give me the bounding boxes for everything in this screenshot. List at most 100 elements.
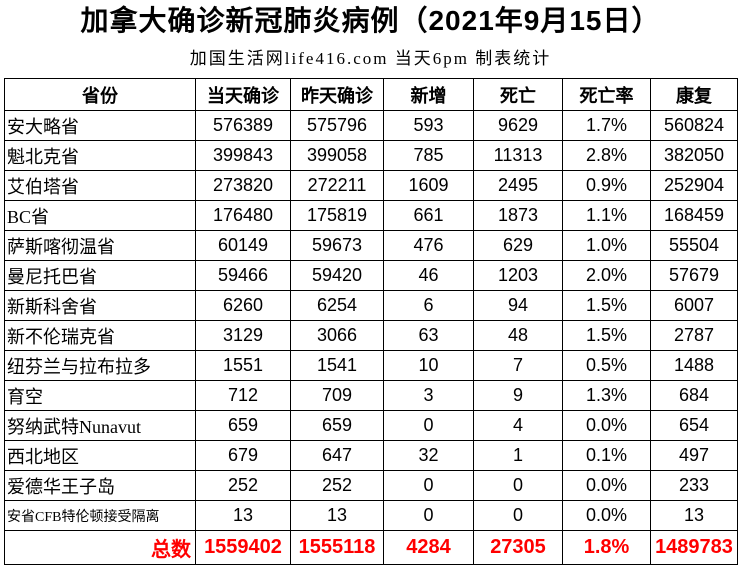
cell-death-rate: 1.5% [562, 290, 651, 321]
cell-new-cases: 3 [383, 380, 474, 411]
cell-province: 纽芬兰与拉布拉多 [4, 350, 196, 381]
cell-province: 育空 [4, 380, 196, 411]
table-row: 纽芬兰与拉布拉多 1551 1541 10 7 0.5% 1488 [4, 350, 738, 381]
cell-province: 努纳武特Nunavut [4, 410, 196, 441]
table-row: 新不伦瑞克省 3129 3066 63 48 1.5% 2787 [4, 320, 738, 351]
table-row: 魁北克省 399843 399058 785 11313 2.8% 382050 [4, 140, 738, 171]
cell-deaths: 94 [473, 290, 563, 321]
cell-death-rate: 0.0% [562, 500, 651, 531]
total-death-rate-value: 1.8% [562, 530, 651, 565]
cell-yesterday-confirmed: 1541 [290, 350, 384, 381]
cell-province: 安省CFB特伦顿接受隔离 [4, 500, 196, 531]
column-header-province: 省份 [4, 78, 196, 111]
cell-today-confirmed: 576389 [195, 110, 291, 141]
covid-stats-table: 省份 当天确诊 昨天确诊 新增 死亡 死亡率 康复 安大略省 576389 5757… [4, 78, 738, 565]
cell-new-cases: 63 [383, 320, 474, 351]
cell-recovered: 13 [650, 500, 738, 531]
cell-new-cases: 32 [383, 440, 474, 471]
cell-yesterday-confirmed: 13 [290, 500, 384, 531]
cell-today-confirmed: 6260 [195, 290, 291, 321]
cell-death-rate: 1.0% [562, 230, 651, 261]
table-row: 萨斯喀彻温省 60149 59673 476 629 1.0% 55504 [4, 230, 738, 261]
cell-yesterday-confirmed: 59420 [290, 260, 384, 291]
cell-today-confirmed: 60149 [195, 230, 291, 261]
cell-today-confirmed: 399843 [195, 140, 291, 171]
cell-today-confirmed: 659 [195, 410, 291, 441]
cell-yesterday-confirmed: 647 [290, 440, 384, 471]
total-label: 总数 [4, 530, 196, 565]
cell-yesterday-confirmed: 59673 [290, 230, 384, 261]
cell-recovered: 57679 [650, 260, 738, 291]
cell-province: 曼尼托巴省 [4, 260, 196, 291]
cell-new-cases: 785 [383, 140, 474, 171]
cell-yesterday-confirmed: 709 [290, 380, 384, 411]
cell-today-confirmed: 712 [195, 380, 291, 411]
cell-province: 爱德华王子岛 [4, 470, 196, 501]
cell-recovered: 233 [650, 470, 738, 501]
column-header-today-confirmed: 当天确诊 [195, 78, 291, 111]
table-row: BC省 176480 175819 661 1873 1.1% 168459 [4, 200, 738, 231]
table-row: 艾伯塔省 273820 272211 1609 2495 0.9% 252904 [4, 170, 738, 201]
cell-today-confirmed: 59466 [195, 260, 291, 291]
page-subtitle: 加国生活网life416.com 当天6pm 制表统计 [189, 49, 552, 68]
table-row: 安大略省 576389 575796 593 9629 1.7% 560824 [4, 110, 738, 141]
cell-yesterday-confirmed: 399058 [290, 140, 384, 171]
cell-new-cases: 661 [383, 200, 474, 231]
cell-yesterday-confirmed: 3066 [290, 320, 384, 351]
total-today-confirmed-value: 1559402 [195, 530, 291, 565]
cell-new-cases: 1609 [383, 170, 474, 201]
cell-new-cases: 10 [383, 350, 474, 381]
cell-new-cases: 6 [383, 290, 474, 321]
cell-today-confirmed: 679 [195, 440, 291, 471]
cell-province: 艾伯塔省 [4, 170, 196, 201]
cell-deaths: 0 [473, 470, 563, 501]
cell-death-rate: 0.9% [562, 170, 651, 201]
cell-province: 新不伦瑞克省 [4, 320, 196, 351]
cell-yesterday-confirmed: 175819 [290, 200, 384, 231]
cell-province: BC省 [4, 200, 196, 231]
cell-today-confirmed: 176480 [195, 200, 291, 231]
cell-recovered: 560824 [650, 110, 738, 141]
cell-recovered: 382050 [650, 140, 738, 171]
table-row: 爱德华王子岛 252 252 0 0 0.0% 233 [4, 470, 738, 501]
cell-deaths: 4 [473, 410, 563, 441]
cell-today-confirmed: 273820 [195, 170, 291, 201]
cell-new-cases: 0 [383, 470, 474, 501]
cell-deaths: 0 [473, 500, 563, 531]
cell-death-rate: 0.1% [562, 440, 651, 471]
column-header-recovered: 康复 [650, 78, 738, 111]
cell-new-cases: 46 [383, 260, 474, 291]
cell-new-cases: 0 [383, 410, 474, 441]
table-row: 育空 712 709 3 9 1.3% 684 [4, 380, 738, 411]
cell-today-confirmed: 252 [195, 470, 291, 501]
cell-deaths: 9 [473, 380, 563, 411]
table-row: 曼尼托巴省 59466 59420 46 1203 2.0% 57679 [4, 260, 738, 291]
cell-recovered: 252904 [650, 170, 738, 201]
total-yesterday-confirmed-value: 1555118 [290, 530, 384, 565]
column-header-yesterday-confirmed: 昨天确诊 [290, 78, 384, 111]
column-header-new-cases: 新增 [383, 78, 474, 111]
cell-province: 西北地区 [4, 440, 196, 471]
cell-death-rate: 2.0% [562, 260, 651, 291]
cell-deaths: 1 [473, 440, 563, 471]
cell-today-confirmed: 3129 [195, 320, 291, 351]
cell-deaths: 1873 [473, 200, 563, 231]
cell-new-cases: 476 [383, 230, 474, 261]
cell-deaths: 9629 [473, 110, 563, 141]
table-body: 安大略省 576389 575796 593 9629 1.7% 560824 魁北克省 399… [4, 110, 738, 531]
cell-recovered: 2787 [650, 320, 738, 351]
cell-yesterday-confirmed: 575796 [290, 110, 384, 141]
cell-recovered: 168459 [650, 200, 738, 231]
cell-province: 萨斯喀彻温省 [4, 230, 196, 261]
cell-deaths: 2495 [473, 170, 563, 201]
column-header-deaths: 死亡 [473, 78, 563, 111]
cell-yesterday-confirmed: 272211 [290, 170, 384, 201]
cell-death-rate: 2.8% [562, 140, 651, 171]
cell-death-rate: 1.1% [562, 200, 651, 231]
cell-recovered: 6007 [650, 290, 738, 321]
total-row: 总数 1559402 1555118 4284 27305 1.8% 14897… [4, 530, 738, 565]
cell-today-confirmed: 1551 [195, 350, 291, 381]
cell-deaths: 7 [473, 350, 563, 381]
cell-deaths: 11313 [473, 140, 563, 171]
